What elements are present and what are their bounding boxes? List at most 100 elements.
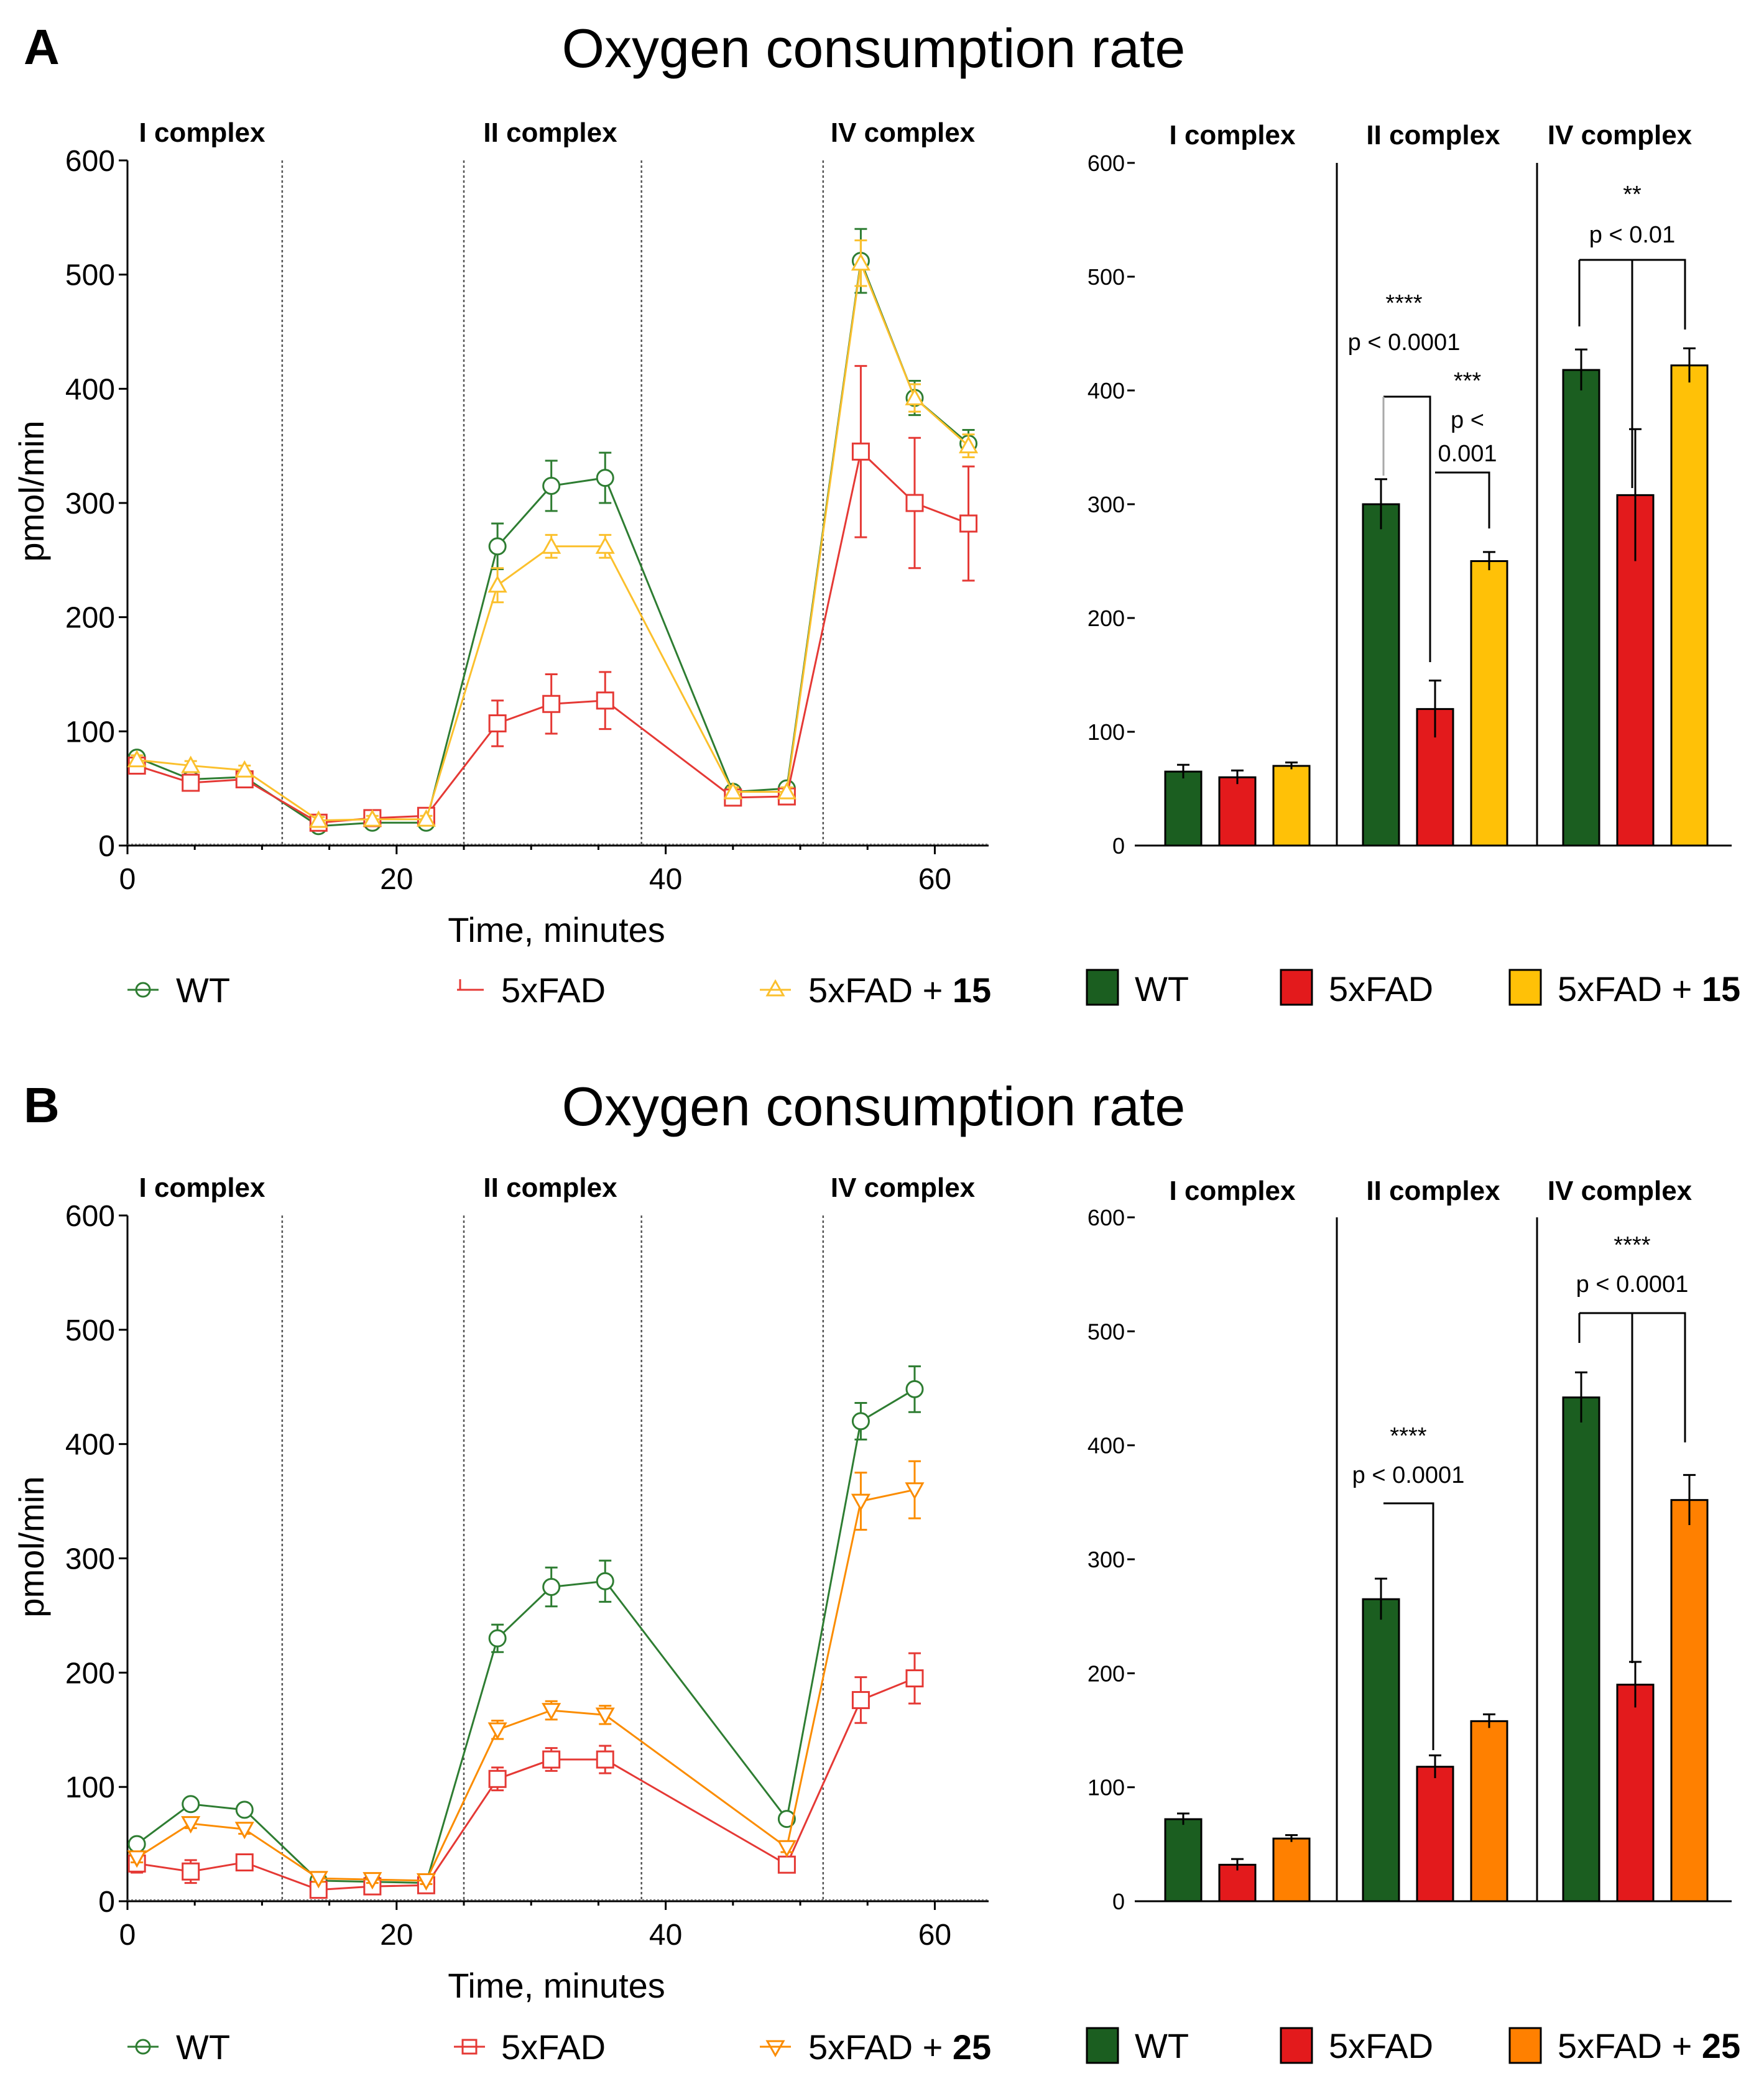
series-5xfad (127, 365, 978, 832)
x-axis-title: Time, minutes (448, 1966, 665, 2005)
data-point (181, 755, 201, 773)
sig-stars: ** (1623, 182, 1642, 208)
data-point (234, 1822, 254, 1840)
error-bar (1429, 1754, 1441, 1778)
bar-group (1362, 1577, 1508, 1902)
panel-letter: B (24, 1077, 60, 1133)
data-point (542, 694, 561, 713)
line-legend: WT 5xFAD 5xFAD + 15 (127, 971, 991, 1010)
legend-item-5xfad-25: 5xFAD + 25 (1508, 2026, 1740, 2065)
error-bar (1629, 1661, 1642, 1708)
x-tick-label: 20 (380, 863, 413, 896)
data-point (851, 1690, 870, 1709)
y-tick-label: 0 (1112, 833, 1125, 859)
legend-item-wt: WT (1086, 969, 1189, 1008)
x-tick-label: 0 (119, 1919, 136, 1952)
plot-area (1164, 1371, 1709, 1902)
legend-item-wt: WT (127, 2027, 230, 2067)
bar (1218, 776, 1257, 847)
legend-label: 5xFAD (1329, 2026, 1433, 2065)
error-bar (1683, 347, 1696, 383)
legend-item-wt: WT (1086, 2026, 1189, 2065)
panel-title: Oxygen consumption rate (562, 1076, 1186, 1137)
data-point (235, 1853, 254, 1871)
error-bar (1575, 348, 1587, 390)
data-point (723, 782, 743, 800)
series-line (136, 1488, 915, 1882)
sig-p-value: p < 0.01 (1589, 222, 1675, 248)
bar-chart-b: I complex II complex IV complex 0 100 200 3… (1087, 1176, 1732, 1914)
x-tick-label: 20 (380, 1919, 413, 1952)
error-bar (1483, 551, 1495, 571)
complex-label: IV complex (831, 1173, 976, 1203)
sig-bracket (1579, 259, 1686, 330)
square-marker-icon (461, 2039, 478, 2055)
error-bar (1285, 1834, 1298, 1842)
legend-label: 5xFAD + 25 (1558, 2026, 1740, 2065)
error-bar (1575, 1371, 1587, 1423)
bar (1272, 1837, 1311, 1902)
data-point (488, 714, 507, 732)
data-point (905, 1380, 924, 1398)
complex-label: IV complex (831, 118, 976, 148)
sig-stars: **** (1614, 1232, 1650, 1258)
data-point (308, 810, 328, 828)
x-tick-label: 40 (649, 1919, 682, 1952)
sig-p-value: p < (1451, 407, 1484, 433)
sig-stars: *** (1454, 368, 1482, 394)
panel-title: Oxygen consumption rate (562, 17, 1186, 79)
sig-p-value: 0.001 (1438, 441, 1497, 467)
y-tick-label: 600 (1087, 150, 1125, 176)
y-tick-label: 300 (1087, 1547, 1125, 1572)
legend-label: 5xFAD (501, 971, 606, 1010)
legend-item-5xfad: 5xFAD (1280, 969, 1433, 1008)
plot-area (127, 228, 979, 836)
y-tick-label: 300 (1087, 492, 1125, 517)
data-point (235, 1801, 254, 1819)
y-tick-label: 500 (1087, 264, 1125, 290)
error-bar (1231, 769, 1244, 785)
data-point (127, 1835, 146, 1853)
complex-label: II complex (483, 118, 617, 148)
data-point (362, 1872, 382, 1890)
legend-swatch (1508, 969, 1542, 1006)
axis-ticks: 0 100 200 300 400 500 600 0 20 40 60 (65, 145, 989, 896)
legend-swatch (1508, 2027, 1542, 2064)
series-5xfad (127, 1652, 924, 1899)
data-point (905, 1482, 925, 1500)
data-point (905, 387, 925, 405)
bar (1470, 560, 1508, 847)
error-bar (1483, 1713, 1495, 1728)
data-point (127, 750, 147, 768)
y-tick-label: 100 (65, 716, 115, 749)
y-tick-label: 500 (65, 259, 115, 292)
y-tick-label: 200 (1087, 1661, 1125, 1686)
legend-swatch (1086, 969, 1119, 1006)
bar (1272, 765, 1311, 847)
complex-label: II complex (483, 1173, 617, 1203)
data-point (851, 1412, 870, 1431)
data-point (595, 536, 615, 554)
data-point (851, 442, 870, 461)
complex-label: II complex (1366, 1176, 1500, 1206)
data-point (851, 253, 870, 271)
y-tick-label: 400 (65, 373, 115, 406)
error-bar (1683, 1473, 1696, 1525)
bar (1616, 1684, 1655, 1902)
y-tick-label: 600 (65, 145, 115, 178)
error-bar (1285, 761, 1298, 770)
error-bar (1429, 680, 1441, 738)
sig-bracket (1383, 395, 1431, 662)
sig-bracket (1383, 1502, 1434, 1750)
series-line (136, 450, 969, 824)
data-point (488, 537, 507, 556)
legend-item-5xfad: 5xFAD (1280, 2026, 1433, 2065)
data-point (362, 809, 382, 827)
data-point (488, 1629, 507, 1648)
y-tick-label: 0 (98, 830, 115, 863)
bar-group (1164, 1812, 1311, 1902)
legend-item-5xfad-15: 5xFAD + 15 (1508, 969, 1740, 1008)
legend-label: 5xFAD + 15 (1558, 969, 1740, 1008)
series-wt (127, 228, 978, 836)
complex-label: I complex (139, 118, 266, 148)
